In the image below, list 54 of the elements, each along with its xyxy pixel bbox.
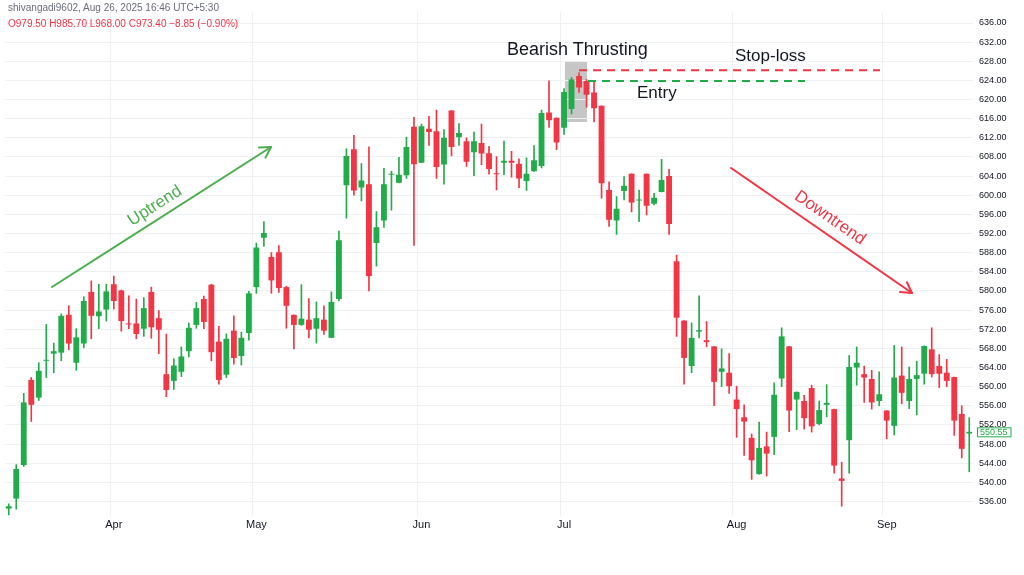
y-tick-label: 544.00 (979, 457, 1007, 468)
candlestick (621, 176, 627, 201)
annotation: O979.50 H985.70 L968.00 C973.40 −8.85 (−0.90%) (8, 17, 239, 29)
y-tick-label: 620.00 (979, 94, 1007, 105)
y-tick-label: 608.00 (979, 151, 1007, 162)
annotation: Bearish Thrusting (507, 38, 648, 59)
candlestick (471, 131, 477, 176)
y-tick-label: 616.00 (979, 113, 1007, 124)
candlestick (966, 417, 973, 473)
candlestick (741, 404, 748, 456)
y-tick-label: 596.00 (979, 208, 1007, 219)
candlestick (913, 360, 920, 416)
x-tick-label: Jun (412, 518, 431, 531)
candlestick (636, 189, 642, 222)
y-tick-label: 560.00 (979, 381, 1007, 392)
x-tick-label: May (245, 518, 268, 531)
y-tick-label: 624.00 (979, 74, 1007, 85)
x-tick-label: Aug (726, 518, 747, 531)
y-tick-label: 612.00 (979, 132, 1007, 143)
candlestick (876, 371, 883, 407)
candlestick (838, 461, 845, 507)
annotation: shivangadi9602, Aug 26, 2025 16:46 UTC+5:30 (8, 1, 220, 13)
y-tick-label: 636.00 (979, 17, 1007, 28)
ref-line-label: Entry (637, 83, 678, 103)
candlestick (456, 123, 462, 146)
candlestick (501, 140, 507, 175)
x-tick-label: Apr (105, 518, 123, 531)
y-tick-label: 584.00 (979, 266, 1007, 277)
y-tick-label: 540.00 (979, 476, 1007, 487)
y-tick-label: 548.00 (979, 438, 1007, 449)
y-tick-label: 556.00 (979, 400, 1007, 411)
y-tick-label: 536.00 (979, 495, 1007, 506)
y-tick-label: 632.00 (979, 36, 1007, 47)
y-tick-label: 600.00 (979, 189, 1007, 200)
x-tick-label: Jul (557, 518, 572, 531)
y-tick-label: 592.00 (979, 228, 1007, 238)
candlestick (823, 384, 830, 418)
y-tick-label: 564.00 (979, 361, 1007, 372)
y-tick-label: 588.00 (979, 247, 1007, 258)
candlestick (546, 80, 552, 128)
candlestick (260, 221, 267, 247)
candlestick (305, 298, 312, 339)
y-tick-label: 576.00 (979, 304, 1007, 315)
candlestick (696, 295, 703, 339)
y-tick-label: 604.00 (979, 170, 1007, 181)
y-tick-label: 568.00 (979, 342, 1007, 353)
ref-line-label: Stop-loss (735, 45, 806, 65)
candlestick (426, 115, 432, 146)
y-tick-label: 572.00 (979, 323, 1007, 334)
y-tick-label: 580.00 (979, 285, 1007, 296)
x-tick-label: Sep (876, 518, 897, 531)
candlestick (43, 324, 50, 378)
y-tick-label: 628.00 (979, 55, 1007, 66)
candlestick (861, 365, 868, 403)
